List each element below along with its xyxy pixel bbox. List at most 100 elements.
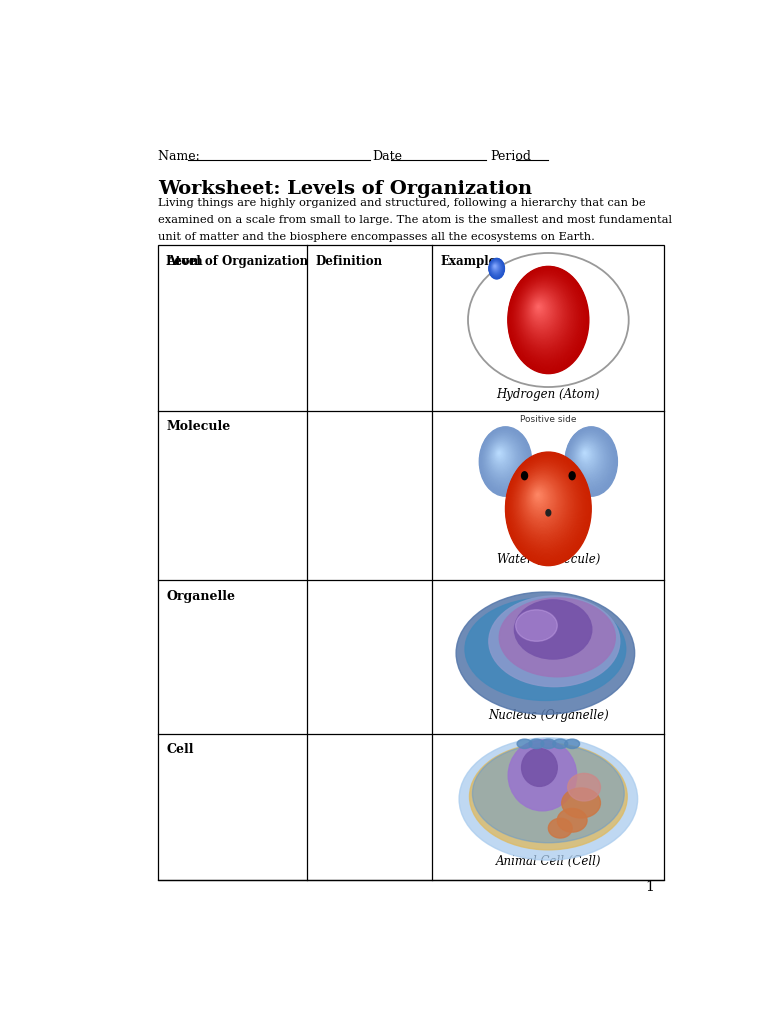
Ellipse shape xyxy=(529,295,553,326)
Ellipse shape xyxy=(521,284,567,344)
Ellipse shape xyxy=(483,431,526,488)
Ellipse shape xyxy=(578,444,595,467)
Ellipse shape xyxy=(518,281,571,350)
Ellipse shape xyxy=(565,427,617,497)
Ellipse shape xyxy=(491,261,501,274)
Ellipse shape xyxy=(510,269,586,370)
Ellipse shape xyxy=(498,451,502,456)
Ellipse shape xyxy=(485,435,521,482)
Ellipse shape xyxy=(490,260,502,276)
Text: Negative side: Negative side xyxy=(517,542,580,550)
Ellipse shape xyxy=(494,265,496,268)
Ellipse shape xyxy=(576,441,598,471)
Ellipse shape xyxy=(513,462,579,549)
Ellipse shape xyxy=(520,471,567,534)
Ellipse shape xyxy=(530,484,551,512)
Ellipse shape xyxy=(492,262,499,272)
Text: +: + xyxy=(558,301,568,311)
Text: Living things are highly organized and structured, following a hierarchy that ca: Living things are highly organized and s… xyxy=(158,198,646,208)
Ellipse shape xyxy=(472,744,624,843)
Ellipse shape xyxy=(490,260,502,275)
Ellipse shape xyxy=(568,431,611,488)
Ellipse shape xyxy=(508,266,589,374)
Text: 105°: 105° xyxy=(538,493,558,502)
Ellipse shape xyxy=(491,441,513,471)
Ellipse shape xyxy=(515,600,592,659)
Ellipse shape xyxy=(527,292,557,331)
Ellipse shape xyxy=(489,596,620,687)
Ellipse shape xyxy=(493,264,498,269)
Ellipse shape xyxy=(521,472,566,532)
Ellipse shape xyxy=(553,739,568,749)
Ellipse shape xyxy=(529,295,554,327)
Ellipse shape xyxy=(519,470,568,535)
Ellipse shape xyxy=(536,304,541,311)
Text: Example: Example xyxy=(440,255,496,267)
Ellipse shape xyxy=(517,279,574,353)
Ellipse shape xyxy=(495,449,505,461)
Ellipse shape xyxy=(528,293,556,330)
Ellipse shape xyxy=(512,461,580,550)
Ellipse shape xyxy=(484,433,525,486)
Ellipse shape xyxy=(518,468,571,540)
Ellipse shape xyxy=(525,289,561,336)
Ellipse shape xyxy=(568,431,613,489)
Ellipse shape xyxy=(492,443,511,469)
Ellipse shape xyxy=(572,436,606,481)
Ellipse shape xyxy=(530,296,552,325)
Ellipse shape xyxy=(494,265,496,268)
Ellipse shape xyxy=(493,264,498,270)
Ellipse shape xyxy=(581,447,591,462)
Ellipse shape xyxy=(521,749,558,786)
Ellipse shape xyxy=(456,592,634,715)
Ellipse shape xyxy=(484,433,524,485)
Ellipse shape xyxy=(522,286,564,342)
Ellipse shape xyxy=(531,298,550,322)
Ellipse shape xyxy=(488,439,516,475)
Ellipse shape xyxy=(497,451,502,457)
Ellipse shape xyxy=(465,598,626,700)
Ellipse shape xyxy=(574,438,603,477)
Ellipse shape xyxy=(548,818,572,838)
Ellipse shape xyxy=(508,267,588,373)
Ellipse shape xyxy=(525,477,560,524)
Ellipse shape xyxy=(532,299,548,319)
Ellipse shape xyxy=(525,289,561,337)
Ellipse shape xyxy=(523,475,563,527)
Ellipse shape xyxy=(536,493,541,499)
Text: Period: Period xyxy=(490,151,531,164)
Ellipse shape xyxy=(493,264,497,269)
Ellipse shape xyxy=(574,438,604,478)
Ellipse shape xyxy=(506,453,591,564)
Text: Oxygen: Oxygen xyxy=(532,516,564,525)
Ellipse shape xyxy=(516,466,574,542)
Circle shape xyxy=(521,472,528,479)
Ellipse shape xyxy=(487,436,519,480)
Ellipse shape xyxy=(491,261,502,274)
Ellipse shape xyxy=(583,451,587,456)
Ellipse shape xyxy=(524,287,563,339)
Ellipse shape xyxy=(535,492,541,500)
Ellipse shape xyxy=(492,263,499,271)
Ellipse shape xyxy=(524,476,561,525)
Ellipse shape xyxy=(511,271,583,366)
Ellipse shape xyxy=(494,265,495,267)
Ellipse shape xyxy=(491,442,512,470)
Circle shape xyxy=(546,510,551,516)
Ellipse shape xyxy=(528,293,555,329)
Ellipse shape xyxy=(482,429,528,492)
Ellipse shape xyxy=(558,809,587,833)
Text: Hydrogen: Hydrogen xyxy=(487,457,524,466)
Ellipse shape xyxy=(574,440,601,474)
Ellipse shape xyxy=(481,429,529,493)
Ellipse shape xyxy=(526,479,558,520)
Ellipse shape xyxy=(528,294,554,329)
Ellipse shape xyxy=(495,447,506,463)
Ellipse shape xyxy=(494,446,507,464)
Ellipse shape xyxy=(489,259,504,278)
Ellipse shape xyxy=(541,739,556,749)
Text: Cell: Cell xyxy=(166,743,194,757)
Text: 1: 1 xyxy=(645,880,654,894)
Ellipse shape xyxy=(530,296,551,325)
Ellipse shape xyxy=(528,482,553,515)
